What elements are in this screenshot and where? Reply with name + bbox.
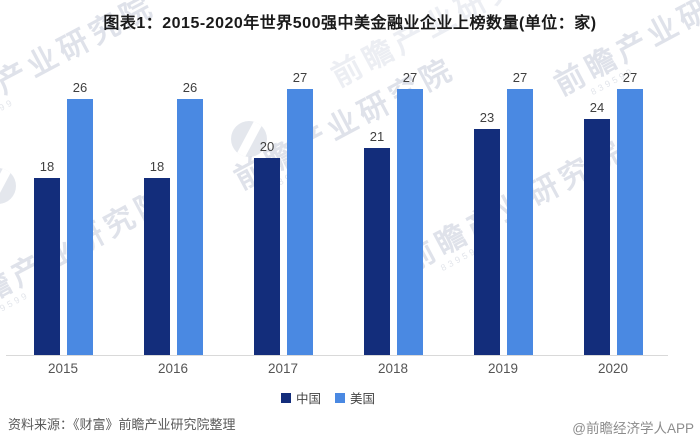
bar-美国-2015 <box>67 99 93 355</box>
legend: 中国 美国 <box>0 388 678 407</box>
value-label: 27 <box>512 70 528 85</box>
bar-美国-2016 <box>177 99 203 355</box>
value-label: 27 <box>402 70 418 85</box>
x-tick-label: 2015 <box>47 361 79 376</box>
bar-中国-2015 <box>34 178 60 355</box>
legend-swatch-icon <box>280 392 291 403</box>
bar-美国-2017 <box>287 89 313 355</box>
plot-area: 18 26 18 26 20 27 21 27 23 27 24 27 <box>8 60 668 355</box>
value-label: 26 <box>72 80 88 95</box>
bar-中国-2017 <box>254 158 280 355</box>
value-label: 18 <box>149 159 165 174</box>
value-label: 27 <box>622 70 638 85</box>
x-tick-label: 2016 <box>157 361 189 376</box>
x-tick-label: 2017 <box>267 361 299 376</box>
value-label: 18 <box>39 159 55 174</box>
source-note: 资料来源：《财富》前瞻产业研究院整理 <box>8 417 236 432</box>
legend-item-中国: 中国 <box>280 388 321 407</box>
value-label: 26 <box>182 80 198 95</box>
value-label: 20 <box>259 139 275 154</box>
legend-swatch-icon <box>335 392 345 403</box>
bar-美国-2018 <box>397 89 423 355</box>
x-tick-label: 2019 <box>487 361 519 376</box>
bar-美国-2019 <box>507 89 533 355</box>
bar-美国-2020 <box>617 89 643 355</box>
value-label: 23 <box>479 110 495 125</box>
x-axis-line <box>6 355 668 356</box>
value-label: 24 <box>589 100 605 115</box>
legend-item-美国: 美国 <box>335 388 375 407</box>
legend-label: 中国 <box>295 392 321 406</box>
legend-label: 美国 <box>350 392 376 406</box>
x-tick-label: 2020 <box>597 361 629 376</box>
value-label: 27 <box>292 70 308 85</box>
bar-中国-2020 <box>584 119 610 355</box>
chart-title: 图表1：2015-2020年世界500强中美金融业企业上榜数量(单位：家) <box>103 15 597 32</box>
bar-中国-2018 <box>364 148 390 355</box>
bar-中国-2019 <box>474 129 500 355</box>
x-tick-label: 2018 <box>377 361 409 376</box>
value-label: 21 <box>369 129 385 144</box>
bar-中国-2016 <box>144 178 170 355</box>
credit-note: @前瞻经济学人APP <box>572 421 694 436</box>
